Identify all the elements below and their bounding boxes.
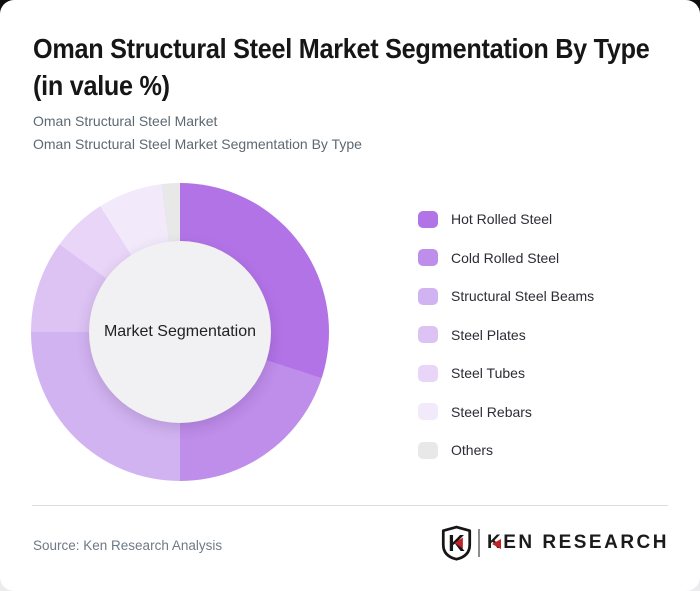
legend-swatch-cold-rolled-steel [418,249,438,267]
legend-label: Steel Rebars [451,403,532,420]
logo-wordmark: KEN RESEARCH [487,532,669,554]
ken-research-logo: K KEN RESEARCH [441,524,669,562]
chart-title-line-2: (in value %) [33,70,170,101]
subtitle-line-1: Oman Structural Steel Market [33,113,218,129]
donut-chart[interactable]: Market Segmentation [31,183,329,481]
legend-label: Steel Tubes [451,365,525,382]
ken-research-shield-icon: K [441,525,472,561]
footer-divider [32,505,668,506]
source-text: Source: Ken Research Analysis [33,538,223,553]
legend-label: Hot Rolled Steel [451,211,553,228]
legend-label: Structural Steel Beams [451,288,595,305]
legend-item-steel-plates[interactable]: Steel Plates [418,316,594,355]
legend-swatch-structural-steel-beams [418,287,438,305]
chart-subtitle: Oman Structural Steel Market Oman Struct… [33,110,362,155]
red-triangle-icon [491,539,501,549]
legend-item-hot-rolled-steel[interactable]: Hot Rolled Steel [418,200,594,239]
chart-legend: Hot Rolled Steel Cold Rolled Steel Struc… [418,200,594,470]
chart-title: Oman Structural Steel Market Segmentatio… [33,30,650,104]
logo-wordmark-rest: EN RESEARCH [503,532,669,553]
chart-title-line-1: Oman Structural Steel Market Segmentatio… [33,33,650,64]
legend-label: Steel Plates [451,326,526,343]
legend-swatch-steel-tubes [418,364,438,382]
donut-center-label: Market Segmentation [103,323,257,340]
logo-separator [477,529,480,557]
legend-label: Cold Rolled Steel [451,249,560,266]
legend-label: Others [451,442,494,459]
legend-item-others[interactable]: Others [418,431,594,470]
subtitle-line-2: Oman Structural Steel Market Segmentatio… [33,135,362,152]
legend-item-steel-tubes[interactable]: Steel Tubes [418,354,594,393]
legend-item-cold-rolled-steel[interactable]: Cold Rolled Steel [418,239,594,278]
legend-swatch-steel-rebars [418,403,438,421]
legend-item-steel-rebars[interactable]: Steel Rebars [418,393,594,432]
badge-red-triangle-icon [454,537,463,549]
legend-swatch-others [418,441,438,459]
legend-swatch-steel-plates [418,326,438,344]
legend-item-structural-steel-beams[interactable]: Structural Steel Beams [418,277,594,316]
donut-center: Market Segmentation [89,241,271,423]
legend-swatch-hot-rolled-steel [418,210,438,228]
